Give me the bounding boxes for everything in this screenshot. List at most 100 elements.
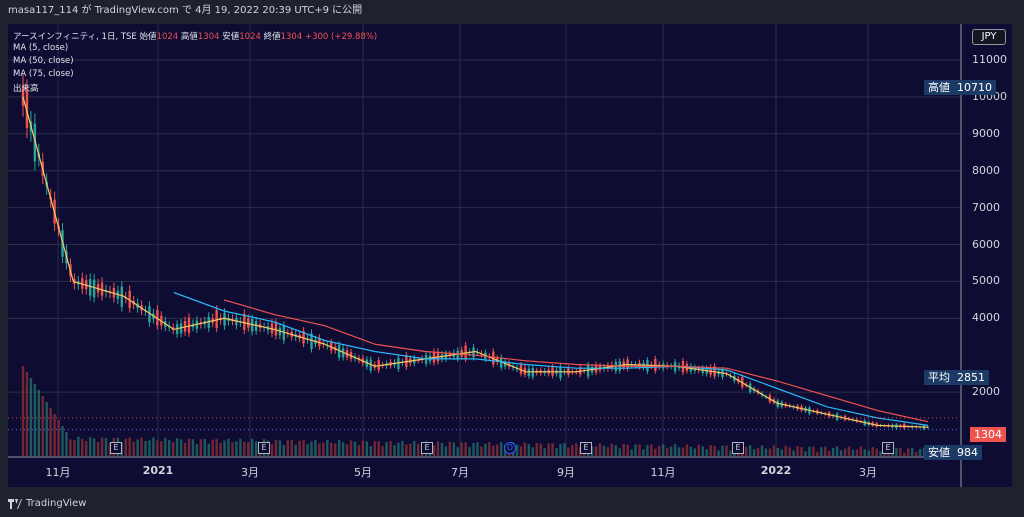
volume-bar: [816, 451, 819, 456]
ma-line-1: [22, 96, 929, 428]
volume-bar: [88, 437, 92, 456]
earnings-marker[interactable]: E: [421, 442, 433, 454]
time-tick-label: 9月: [557, 466, 575, 479]
volume-bar: [756, 447, 760, 456]
volume-bar: [416, 443, 420, 456]
volume-bar: [496, 444, 499, 456]
volume-bar: [721, 445, 724, 456]
volume-bar: [219, 442, 222, 456]
publish-info-bar: masa117_114 が TradingView.com で 4月 19, 2…: [0, 0, 1024, 22]
volume-bar: [709, 445, 712, 456]
volume-bar: [855, 449, 859, 456]
volume-bar: [144, 441, 147, 456]
candle: [156, 305, 159, 330]
candle: [21, 74, 25, 117]
volume-bar: [77, 436, 80, 456]
earnings-marker[interactable]: E: [882, 442, 894, 454]
candle: [654, 355, 657, 374]
earnings-marker[interactable]: E: [732, 442, 744, 454]
volume-bar: [306, 444, 309, 456]
volume-bar: [685, 444, 689, 456]
volume-bar: [322, 442, 325, 456]
candle: [100, 277, 104, 301]
currency-button[interactable]: JPY: [972, 29, 1006, 45]
volume-bar: [100, 437, 104, 456]
volume-bar: [851, 449, 855, 456]
volume-bar: [551, 443, 554, 456]
candle: [405, 351, 408, 370]
chart-canvas[interactable]: [8, 24, 1012, 487]
volume-bar: [796, 446, 799, 456]
volume-bar: [25, 372, 29, 456]
volume-bar: [436, 441, 440, 456]
volume-bar: [183, 443, 187, 456]
volume-bar: [310, 441, 313, 456]
volume-bar: [693, 448, 697, 456]
volume-bar: [175, 438, 179, 456]
volume-bar: [614, 445, 617, 456]
volume-bar: [302, 439, 305, 456]
volume-bar: [369, 446, 372, 456]
earnings-marker[interactable]: E: [110, 442, 122, 454]
volume-bar: [701, 446, 704, 456]
price-chart[interactable]: アースインフィニティ, 1日, TSE 始値1024 高値1304 安値1024…: [8, 24, 1012, 487]
volume-bar: [499, 442, 503, 456]
earnings-marker[interactable]: E: [258, 442, 270, 454]
volume-bar: [839, 450, 843, 456]
volume-bar: [563, 443, 566, 456]
volume-bar: [665, 448, 669, 456]
volume-bar: [247, 442, 250, 456]
ma5-legend[interactable]: MA (5, close): [13, 43, 69, 53]
volume-bar: [330, 442, 333, 456]
low-price-label: 安値 984: [924, 445, 982, 460]
volume-bar: [673, 444, 677, 456]
earnings-marker[interactable]: E: [580, 442, 592, 454]
ma50-legend[interactable]: MA (50, close): [13, 56, 74, 66]
volume-bar: [444, 446, 448, 456]
time-tick-label: 7月: [451, 466, 469, 479]
volume-bar: [764, 448, 768, 456]
volume-bar: [480, 446, 483, 456]
volume-bar: [729, 450, 732, 456]
dividend-marker[interactable]: D: [504, 442, 516, 454]
low-value: 1024: [239, 32, 261, 42]
volume-bar: [748, 445, 752, 456]
high-value: 1304: [197, 32, 220, 42]
volume-bar: [45, 402, 48, 456]
volume-bar: [859, 446, 863, 456]
volume-bar: [606, 447, 610, 456]
time-tick-label: 3月: [859, 466, 877, 479]
volume-bar: [160, 441, 163, 456]
volume-bar: [381, 445, 384, 456]
volume-bar: [531, 447, 535, 456]
volume-bar: [132, 441, 135, 456]
publish-info-text: masa117_114 が TradingView.com で 4月 19, 2…: [8, 5, 363, 16]
price-tick-label: 6000: [972, 237, 1000, 251]
volume-legend[interactable]: 出来高: [13, 84, 39, 94]
symbol-title: アースインフィニティ, 1日, TSE: [13, 32, 137, 42]
volume-bar: [472, 442, 475, 456]
price-tick-label: 4000: [972, 311, 1000, 325]
volume-bar: [772, 445, 776, 456]
candle: [302, 327, 305, 348]
volume-bar: [203, 438, 206, 456]
brand-name[interactable]: TradingView: [26, 498, 87, 509]
volume-bar: [527, 444, 531, 456]
volume-bar: [780, 449, 783, 456]
volume-bar: [452, 442, 455, 456]
volume-bar: [808, 446, 811, 456]
volume-bar: [254, 441, 258, 456]
volume-bar: [638, 444, 641, 456]
volume-bar: [41, 396, 44, 456]
volume-bar: [689, 446, 693, 456]
volume-bar: [278, 440, 282, 456]
volume-bar: [69, 439, 72, 456]
volume-bar: [824, 446, 827, 456]
volume-bar: [464, 442, 467, 456]
volume-bar: [389, 440, 392, 456]
ma75-legend[interactable]: MA (75, close): [13, 69, 74, 79]
brand-bar: TradingView: [0, 490, 1024, 517]
volume-bar: [274, 439, 278, 456]
high-price-label: 高値 10710: [924, 80, 996, 95]
open-label: 始値: [139, 32, 157, 42]
